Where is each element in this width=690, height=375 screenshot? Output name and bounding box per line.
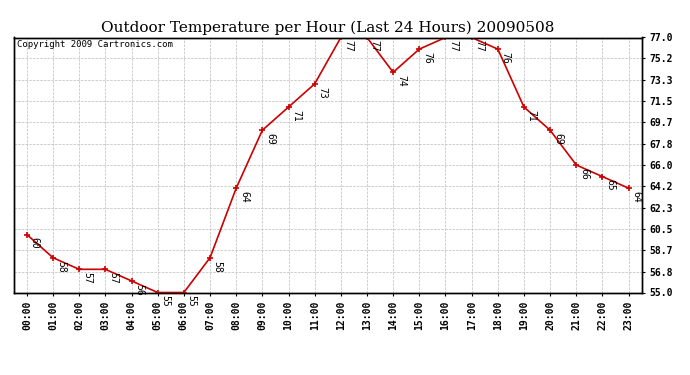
Text: 57: 57 (82, 272, 92, 284)
Text: 77: 77 (475, 40, 484, 52)
Text: 73: 73 (317, 87, 328, 98)
Text: Copyright 2009 Cartronics.com: Copyright 2009 Cartronics.com (17, 40, 172, 49)
Text: 71: 71 (291, 110, 302, 122)
Text: 69: 69 (265, 133, 275, 145)
Text: 64: 64 (631, 191, 642, 203)
Text: 55: 55 (186, 295, 197, 307)
Text: 58: 58 (213, 261, 223, 272)
Text: 74: 74 (396, 75, 406, 87)
Text: 58: 58 (56, 261, 66, 272)
Text: 66: 66 (579, 168, 589, 180)
Text: 77: 77 (370, 40, 380, 52)
Text: 55: 55 (161, 295, 170, 307)
Text: 76: 76 (500, 52, 511, 64)
Text: 76: 76 (422, 52, 432, 64)
Text: 64: 64 (239, 191, 249, 203)
Text: 60: 60 (30, 237, 39, 249)
Text: 56: 56 (135, 284, 144, 296)
Text: 77: 77 (448, 40, 458, 52)
Text: 57: 57 (108, 272, 118, 284)
Text: 65: 65 (605, 179, 615, 191)
Title: Outdoor Temperature per Hour (Last 24 Hours) 20090508: Outdoor Temperature per Hour (Last 24 Ho… (101, 21, 555, 35)
Text: 77: 77 (344, 40, 353, 52)
Text: 69: 69 (553, 133, 563, 145)
Text: 71: 71 (526, 110, 537, 122)
